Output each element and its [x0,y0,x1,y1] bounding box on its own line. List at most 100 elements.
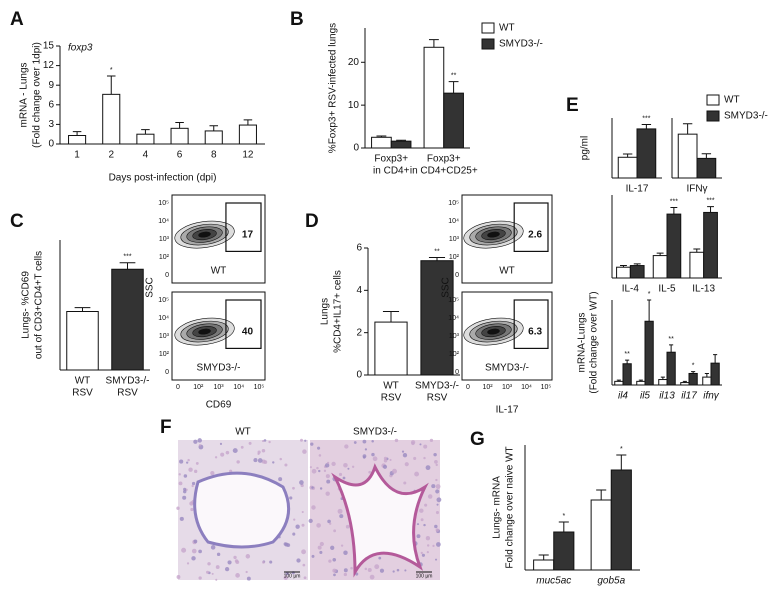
flow-y-tick: 10³ [159,236,170,243]
x-tick-label: IL-5 [658,284,676,295]
flow-y-label: SSC [145,277,156,298]
tissue-cell [215,578,218,581]
y-axis-label: Lungs- %CD69 [21,271,32,339]
tissue-cell [262,440,265,443]
bar [680,382,690,386]
flow-contour [487,328,500,335]
tissue-cell [338,472,343,477]
tissue-cell [261,459,266,464]
plot-label: WT [499,266,515,277]
error-bar [538,554,549,560]
tissue-cell [435,484,441,489]
x-tick-label: il5 [640,391,650,402]
tissue-cell [311,505,316,510]
x-tick-label: RSV [72,388,93,399]
error-bar [693,248,701,253]
error-bar [682,123,693,135]
bar [652,255,668,279]
tissue-cell [227,560,232,565]
error-bar [448,81,459,94]
flow-y-tick: 10⁴ [158,315,169,322]
bar [374,321,408,376]
tissue-cell [245,570,248,574]
significance: * [648,291,651,298]
tissue-cell [383,459,388,463]
flow-y-tick: 10⁴ [158,218,169,225]
tissue-cell [210,471,215,476]
tissue-cell [364,567,368,571]
tissue-cell [379,568,385,573]
tissue-cell [421,553,425,557]
y-tick-label: 0 [356,370,362,381]
tissue-cell [182,495,187,500]
tissue-cell [198,444,202,447]
legend-label: WT [724,95,740,106]
tissue-cell [246,576,251,581]
x-tick-label: RSV [117,388,138,399]
chart-title: foxp3 [68,43,93,54]
legend-label: SMYD3-/- [724,111,768,122]
tissue-cell [219,442,223,445]
flow-y-tick: 10⁴ [448,218,459,225]
flow-gate [513,202,549,253]
panel-letter: D [305,211,319,232]
tissue-cell [396,568,400,572]
error-bar [682,380,687,383]
legend-swatch [706,94,720,106]
tissue-cell [323,469,327,473]
tissue-cell [193,539,198,544]
tissue-cell [188,467,193,472]
tissue-cell [342,476,346,480]
tissue-cell [245,554,251,559]
significance: * [692,362,695,369]
significance: ** [624,351,630,358]
bar [111,268,144,371]
tissue-cell [278,477,283,482]
y-axis-label: (Fold change over 1dpi) [32,42,43,148]
tissue-cell [198,549,202,554]
flow-contour [487,231,500,238]
flow-contour [198,328,211,335]
x-tick-label: RSV [427,393,448,404]
scale-label: 100 µm [416,573,433,579]
y-axis-label: Lungs [320,298,331,325]
flow-x-tick: 10² [193,384,204,391]
tissue-cell [426,544,430,547]
tissue-cell [429,438,434,442]
flow-y-label: SSC [441,277,452,298]
tissue-cell [319,550,323,554]
bar [666,351,676,386]
tissue-cell [345,524,350,529]
flow-x-label: CD69 [206,400,232,411]
y-axis-label: Fold change over naive WT [505,446,516,568]
x-tick-label: Foxp3+ [374,154,408,165]
error-bar [141,129,150,135]
tissue-cell [435,489,440,494]
bar [66,311,99,371]
tissue-cell [214,456,218,459]
tissue-cell [176,506,180,510]
tissue-cell [434,524,438,529]
legend-label: WT [499,23,515,34]
tissue-cell [436,542,441,547]
bar [533,559,555,571]
bar [696,157,717,179]
tissue-cell [326,461,330,465]
significance: * [110,67,113,74]
error-bar [428,257,446,261]
legend-swatch [481,22,495,34]
tissue-cell [283,575,288,580]
tissue-cell [311,468,317,474]
flow-y-tick: 10³ [449,236,460,243]
flow-gate [513,299,549,350]
tissue-cell [403,481,407,485]
x-tick-label: 2 [108,150,114,161]
tissue-cell [371,452,375,457]
significance: *** [706,197,714,204]
bar [616,266,631,279]
x-tick-label: 8 [211,150,217,161]
significance: ** [434,248,440,255]
tissue-cell [392,570,395,573]
error-bar [382,311,400,323]
